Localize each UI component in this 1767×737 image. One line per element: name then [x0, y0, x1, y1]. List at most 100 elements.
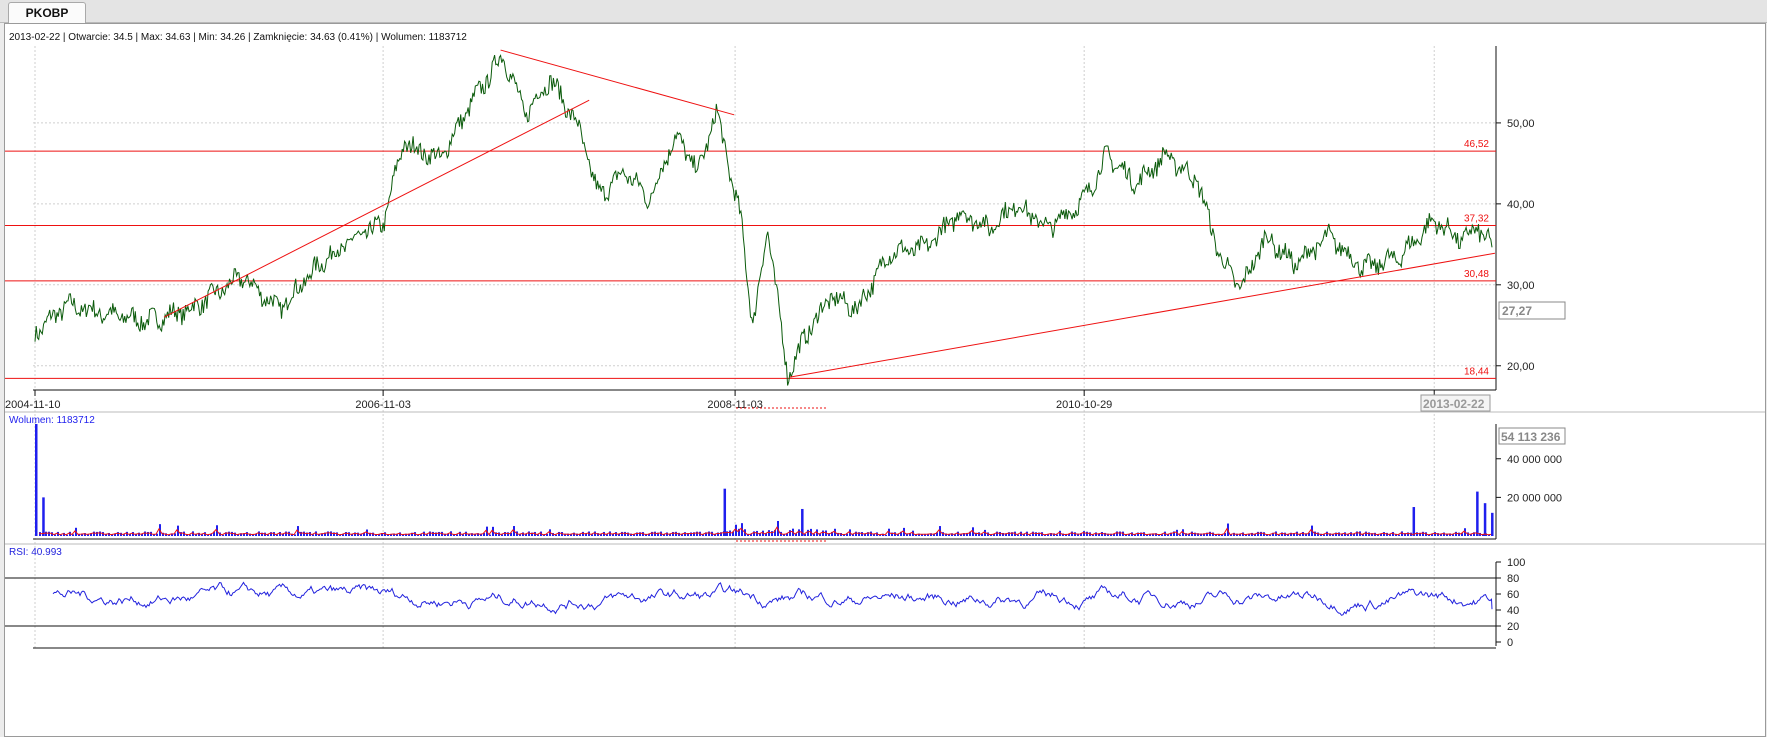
volume-panel[interactable]: Wolumen: 1183712 54 113 236 40 000 000 20… [5, 411, 1765, 542]
volume-bar [105, 534, 107, 536]
volume-bar [651, 531, 653, 536]
volume-bar [930, 533, 932, 536]
volume-bar [429, 531, 431, 536]
volume-bar [1032, 531, 1034, 536]
volume-bar [933, 533, 935, 536]
volume-bar [420, 534, 422, 536]
volume-bar [543, 534, 545, 536]
cursor-date-box [1420, 394, 1491, 412]
chart-frame[interactable]: 2013-02-22 | Otwarcie: 34.5 | Max: 34.63… [4, 23, 1766, 737]
volume-bar [174, 533, 176, 536]
volume-bar [261, 532, 263, 536]
volume-bar [291, 533, 293, 536]
volume-bar [504, 532, 506, 536]
volume-bar [444, 533, 446, 536]
volume-bar [687, 533, 689, 536]
volume-bar [525, 533, 527, 536]
volume-spike-bar [35, 424, 38, 536]
volume-bar [435, 532, 437, 536]
volume-bar [1137, 532, 1139, 536]
price-y-tick-label: 30,00 [1507, 280, 1535, 292]
volume-bar [852, 534, 854, 536]
volume-bar [708, 531, 710, 536]
volume-bar [195, 534, 197, 536]
tab-bar: PKOBP [0, 0, 1767, 23]
volume-bar [1206, 532, 1208, 536]
volume-bar [123, 534, 125, 536]
volume-bar [87, 534, 89, 536]
volume-bar [360, 533, 362, 536]
volume-bar [963, 533, 965, 536]
volume-bar [1194, 532, 1196, 536]
volume-bar [993, 533, 995, 536]
volume-bar [1050, 533, 1052, 536]
volume-bar [369, 532, 371, 536]
date-x-tick-label: 2010-10-29 [1056, 399, 1112, 411]
volume-bar [1269, 534, 1271, 536]
volume-bar [243, 533, 245, 536]
volume-bar [1236, 533, 1238, 536]
volume-bar [480, 533, 482, 536]
volume-bar [636, 532, 638, 536]
volume-bar [495, 532, 497, 536]
volume-bar [1002, 532, 1004, 536]
volume-bar [276, 534, 278, 536]
volume-bar [924, 533, 926, 536]
volume-bar [1203, 533, 1205, 536]
price-panel[interactable]: 2013-02-22 | Otwarcie: 34.5 | Max: 34.63… [5, 32, 1566, 412]
volume-bar [1101, 532, 1103, 536]
volume-bar [390, 534, 392, 536]
volume-bar [1362, 534, 1364, 536]
volume-bar [909, 533, 911, 536]
volume-bar [1428, 534, 1430, 536]
volume-bar [1353, 533, 1355, 536]
volume-bar [558, 531, 560, 536]
volume-bar [1434, 532, 1436, 536]
volume-bar [813, 533, 815, 536]
volume-bar [1098, 533, 1100, 536]
volume-bar [675, 531, 677, 536]
volume-bar [162, 532, 164, 536]
price-y-tick-label: 40,00 [1507, 199, 1535, 211]
volume-bar [951, 533, 953, 536]
rsi-label: RSI: 40.993 [9, 547, 62, 558]
volume-bar [339, 534, 341, 536]
volume-bar [822, 530, 824, 536]
volume-bar [1215, 534, 1217, 536]
rsi-series-line [52, 581, 1493, 616]
volume-bar [1308, 532, 1310, 536]
volume-bar [186, 534, 188, 536]
volume-bar [213, 531, 215, 536]
volume-bar [93, 531, 95, 536]
volume-bar [417, 534, 419, 536]
volume-bar [129, 533, 131, 536]
volume-bar [249, 533, 251, 536]
volume-bar [705, 532, 707, 536]
volume-bar [141, 533, 143, 536]
volume-bar [900, 531, 902, 536]
volume-bar [507, 532, 509, 536]
volume-bar [324, 532, 326, 536]
date-x-tick-label: 2004-11-10 [5, 399, 60, 411]
tab-pkobp[interactable]: PKOBP [8, 2, 86, 23]
volume-bar [117, 532, 119, 536]
volume-bar [237, 534, 239, 536]
volume-bar [300, 531, 302, 536]
volume-bar [1287, 534, 1289, 536]
volume-bar [447, 533, 449, 536]
volume-bar [1191, 531, 1193, 536]
volume-bar [210, 534, 212, 536]
volume-bar [1152, 533, 1154, 536]
volume-bar [168, 534, 170, 536]
rsi-panel[interactable]: RSI: 40.993 100 80 60 40 20 0 [5, 543, 1765, 649]
volume-bar [1200, 533, 1202, 536]
volume-bar [1389, 534, 1391, 536]
chart-svg[interactable]: 2013-02-22 | Otwarcie: 34.5 | Max: 34.63… [5, 24, 1765, 736]
volume-bar [1290, 532, 1292, 536]
volume-bar [1167, 534, 1169, 536]
rsi-y-tick-label: 20 [1507, 621, 1519, 633]
volume-bar [528, 531, 530, 536]
volume-bar [1272, 532, 1274, 536]
volume-bar [906, 533, 908, 536]
volume-bar [375, 534, 377, 536]
